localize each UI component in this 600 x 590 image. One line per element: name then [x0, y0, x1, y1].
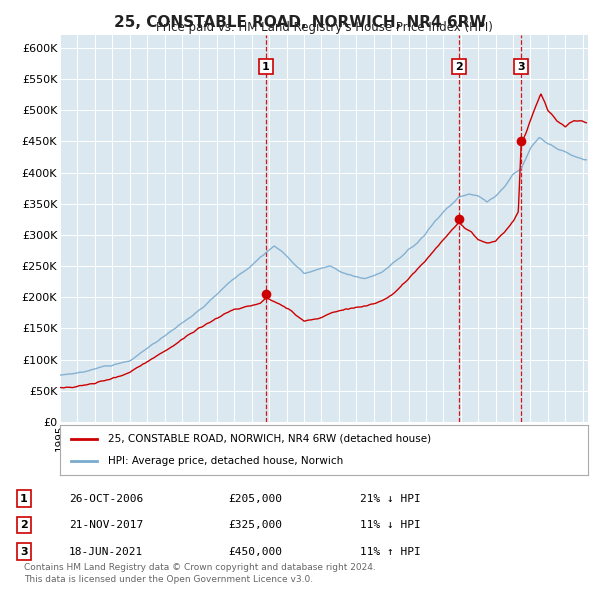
Text: 21% ↓ HPI: 21% ↓ HPI [360, 494, 421, 503]
Text: 21-NOV-2017: 21-NOV-2017 [69, 520, 143, 530]
Text: 11% ↓ HPI: 11% ↓ HPI [360, 520, 421, 530]
Text: 11% ↑ HPI: 11% ↑ HPI [360, 547, 421, 556]
Text: 25, CONSTABLE ROAD, NORWICH, NR4 6RW: 25, CONSTABLE ROAD, NORWICH, NR4 6RW [114, 15, 486, 30]
Text: 18-JUN-2021: 18-JUN-2021 [69, 547, 143, 556]
Text: 1: 1 [20, 494, 28, 503]
Title: Price paid vs. HM Land Registry's House Price Index (HPI): Price paid vs. HM Land Registry's House … [155, 21, 493, 34]
Text: 26-OCT-2006: 26-OCT-2006 [69, 494, 143, 503]
Text: 1: 1 [262, 61, 270, 71]
Text: 3: 3 [517, 61, 525, 71]
Text: HPI: Average price, detached house, Norwich: HPI: Average price, detached house, Norw… [107, 456, 343, 466]
Text: Contains HM Land Registry data © Crown copyright and database right 2024.
This d: Contains HM Land Registry data © Crown c… [24, 563, 376, 584]
Text: £325,000: £325,000 [228, 520, 282, 530]
Text: £450,000: £450,000 [228, 547, 282, 556]
Text: 2: 2 [20, 520, 28, 530]
Text: 2: 2 [455, 61, 463, 71]
Text: £205,000: £205,000 [228, 494, 282, 503]
Text: 25, CONSTABLE ROAD, NORWICH, NR4 6RW (detached house): 25, CONSTABLE ROAD, NORWICH, NR4 6RW (de… [107, 434, 431, 444]
Text: 3: 3 [20, 547, 28, 556]
